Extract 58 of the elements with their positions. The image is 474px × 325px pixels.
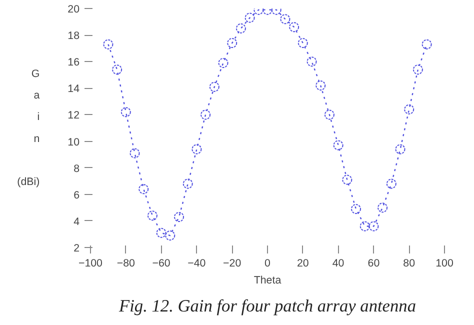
point (209, 82, 220, 92)
point (244, 12, 255, 23)
point (324, 110, 334, 120)
point (342, 174, 352, 185)
y-tick-label: 16 (68, 56, 80, 69)
point (112, 64, 122, 75)
x-tick-label: −40 (188, 258, 206, 270)
point (316, 80, 326, 90)
point (218, 58, 228, 68)
point (378, 202, 388, 213)
x-tick-label: −60 (152, 258, 170, 270)
point (156, 228, 166, 238)
point (422, 39, 432, 50)
x-tick-label: −100 (78, 258, 103, 270)
y-tick-label: 18 (68, 30, 80, 42)
point (165, 230, 176, 241)
point (103, 39, 114, 50)
text: G a i n (dBi) (17, 68, 40, 188)
point (130, 148, 140, 158)
point (236, 23, 246, 34)
x-tick-label: 60 (368, 258, 380, 270)
point (386, 178, 396, 189)
x-tick-label: 20 (296, 258, 309, 270)
x-tick-label: 40 (332, 258, 344, 270)
point (395, 144, 406, 154)
point (351, 204, 361, 214)
point (298, 38, 308, 48)
x-tick-label: 80 (403, 258, 416, 270)
x-tick-label: −80 (116, 258, 136, 270)
y-tick-label: 6 (74, 189, 80, 202)
x-tick-label: 0 (264, 258, 271, 270)
point (306, 56, 317, 67)
x-tick-label: 100 (436, 258, 454, 270)
point (333, 140, 344, 150)
x-tick-label: −20 (223, 258, 242, 270)
point (368, 221, 379, 232)
point (227, 38, 238, 48)
y-tick-label: 14 (68, 83, 80, 96)
point (192, 144, 202, 154)
point (138, 184, 149, 194)
point (174, 212, 184, 222)
point (404, 104, 414, 114)
point (147, 210, 158, 221)
caption: Fig. 12. Gain for four patch array antenna (118, 296, 416, 316)
y-tick-label: 20 (68, 4, 80, 16)
y-tick-label: 2 (74, 242, 80, 254)
point (200, 110, 211, 120)
y-tick-label: 8 (74, 162, 80, 175)
x-axis-title: Theta (254, 274, 282, 286)
point (280, 14, 290, 24)
y-tick-label: 4 (74, 216, 80, 228)
point (289, 22, 300, 32)
point (182, 178, 193, 189)
y-tick-label: 10 (68, 136, 80, 148)
point (120, 107, 131, 118)
point (360, 221, 370, 232)
y-tick-label: 12 (68, 110, 80, 122)
point (412, 64, 423, 75)
